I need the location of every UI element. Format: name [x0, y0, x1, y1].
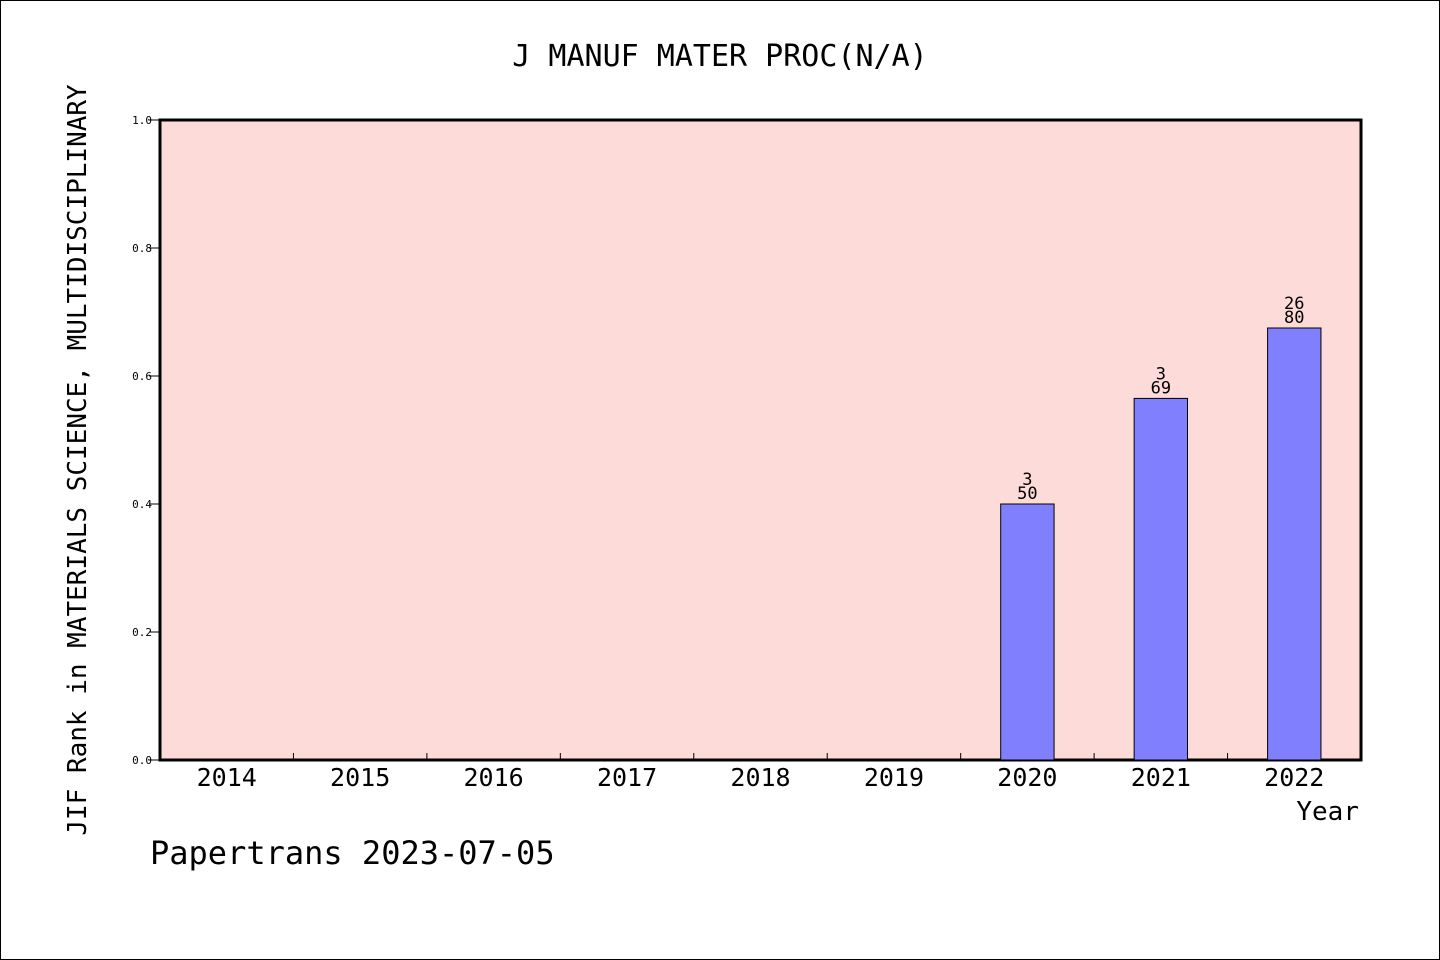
bar-label-total: 69	[1151, 378, 1171, 398]
x-tick-label: 2021	[1131, 763, 1191, 792]
y-tick-label: 0.6	[132, 370, 152, 383]
bar-label-rank: 26	[1284, 294, 1304, 314]
x-tick-label: 2017	[597, 763, 657, 792]
x-tick-label: 2022	[1264, 763, 1324, 792]
x-axis-label: Year	[1296, 797, 1359, 827]
x-tick-label: 2015	[330, 763, 390, 792]
y-tick-label: 1.0	[132, 114, 152, 127]
bar	[1267, 327, 1322, 761]
x-tick-label: 2014	[197, 763, 257, 792]
x-tick-label: 2020	[997, 763, 1057, 792]
x-tick-label: 2016	[464, 763, 524, 792]
x-tick-label: 2018	[730, 763, 790, 792]
y-tick-label: 0.8	[132, 242, 152, 255]
bar-label-total: 50	[1017, 484, 1037, 504]
bar-label-rank: 3	[1156, 364, 1166, 384]
y-tick-label: 0.2	[132, 626, 152, 639]
bar-label-total: 80	[1284, 308, 1304, 328]
x-tick-label: 2019	[864, 763, 924, 792]
y-tick-label: 0.4	[132, 498, 152, 511]
bars	[1000, 327, 1322, 761]
bar	[1133, 397, 1189, 761]
y-axis-label: JIF Rank in MATERIALS SCIENCE, MULTIDISC…	[63, 84, 93, 836]
footer-watermark: Papertrans 2023-07-05	[150, 834, 555, 872]
x-axis: 2014 2015 2016 2017 2018 2019 2020 2021 2022	[197, 753, 1324, 792]
bar-label-rank: 3	[1022, 470, 1032, 490]
y-axis: 0.0 0.2 0.4 0.6 0.8 1.0	[132, 114, 159, 767]
chart-title: J MANUF MATER PROC(N/A)	[512, 39, 927, 74]
bar	[1000, 503, 1055, 761]
y-tick-label: 0.0	[132, 754, 152, 767]
